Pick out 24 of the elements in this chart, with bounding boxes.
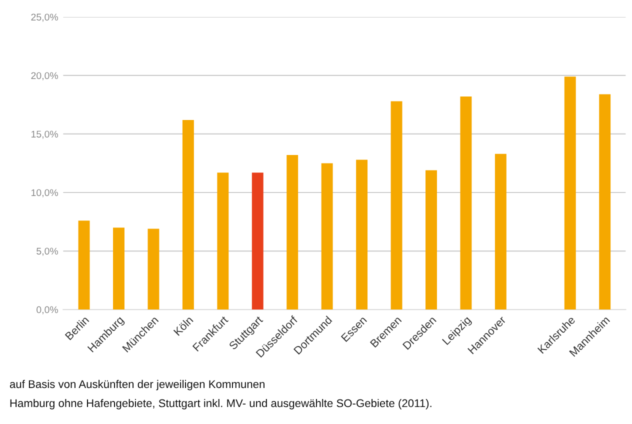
- bar: [148, 228, 160, 310]
- bar: [321, 163, 333, 310]
- text: auf Basis von Auskünften der jeweiligen Kommunen: [10, 380, 264, 390]
- x-tick-label: Köln: [173, 316, 194, 336]
- bar: [356, 160, 368, 310]
- y-tick-label: 20,0%: [31, 72, 58, 80]
- bar: [564, 76, 576, 310]
- y-tick-label: 15,0%: [32, 130, 58, 139]
- bar: [78, 220, 90, 310]
- text: Hamburg ohne Hafengebiete, Stuttgart inkl. MV- und ausgewählte SO-Gebiete (2011).: [10, 398, 432, 410]
- bar: [217, 172, 229, 310]
- bar: [599, 94, 611, 310]
- bar: [113, 228, 124, 310]
- y-tick-label: 0,0%: [36, 306, 58, 314]
- bar: [460, 96, 472, 310]
- y-tick-label: 5,0%: [36, 248, 58, 256]
- y-tick-label: 10,0%: [32, 189, 58, 198]
- bar: [182, 120, 194, 310]
- bar: [426, 170, 437, 310]
- bar: [252, 172, 264, 310]
- bar: [286, 155, 298, 310]
- y-tick-label: 25,0%: [31, 14, 58, 22]
- bar: [494, 154, 506, 310]
- bar: [390, 101, 402, 310]
